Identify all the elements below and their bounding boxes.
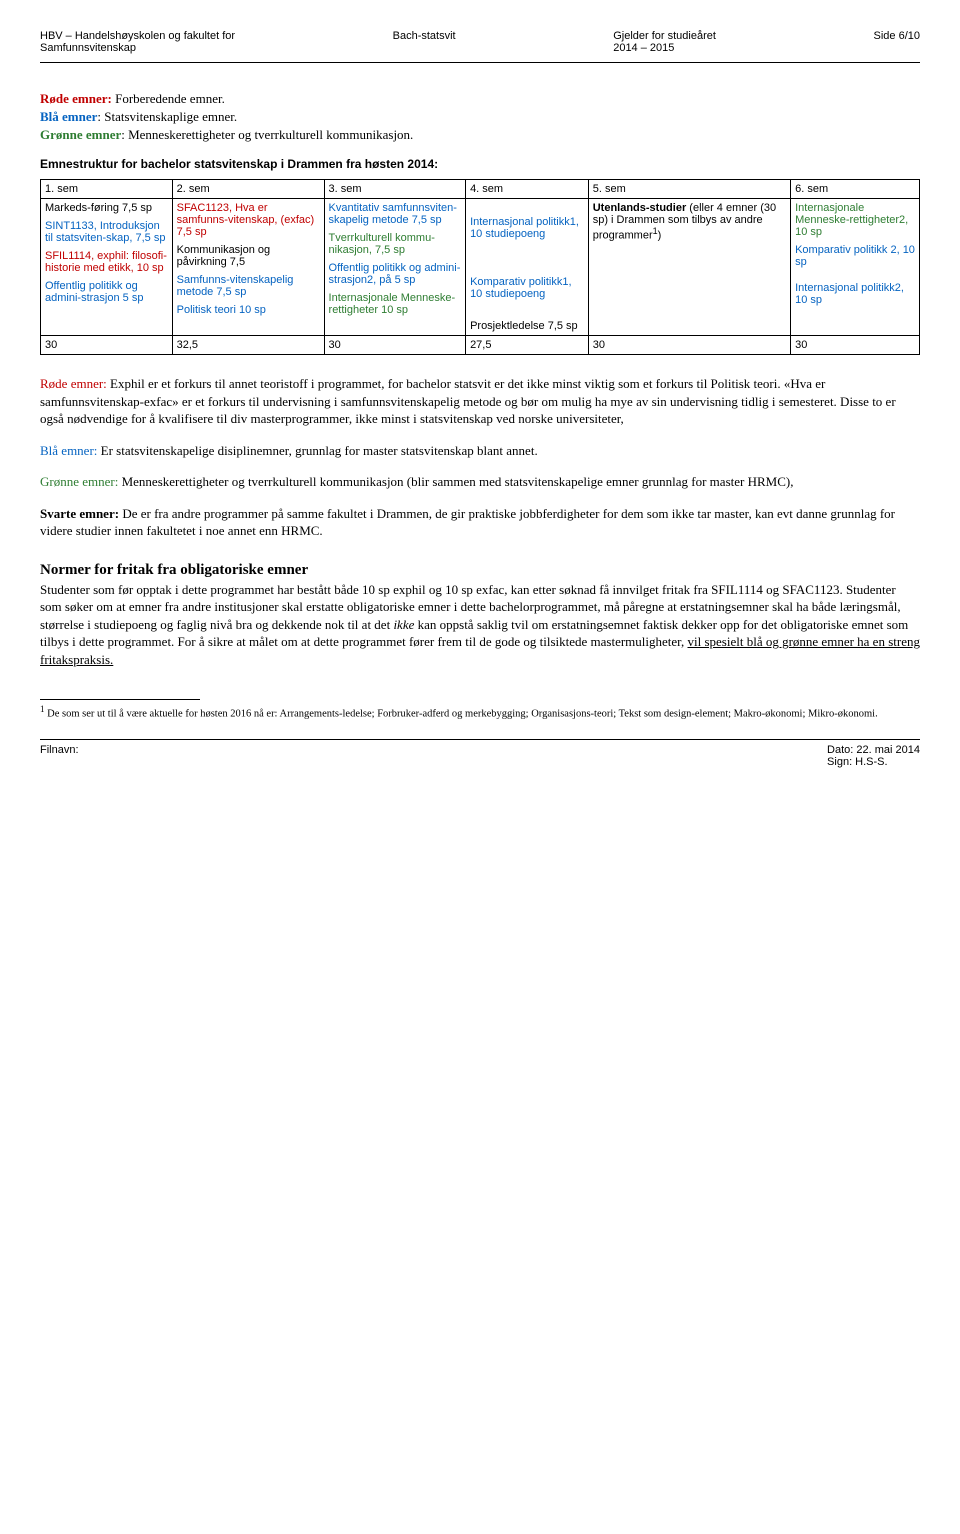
- structure-title: Emnestruktur for bachelor statsvitenskap…: [40, 157, 920, 171]
- legend-red-label: Røde emner:: [40, 91, 112, 106]
- c1c: SFIL1114, exphil: filosofi-historie med …: [45, 250, 168, 274]
- cell-sem3: Kvantitativ samfunnsviten-skapelig metod…: [324, 199, 466, 336]
- c4a: Internasjonal politikk1, 10 studiepoeng: [470, 216, 584, 240]
- cell-sem2: SFAC1123, Hva er samfunns-vitenskap, (ex…: [172, 199, 324, 336]
- page-header: HBV – Handelshøyskolen og fakultet for S…: [40, 30, 920, 54]
- c2b: Kommunikasjon og påvirkning 7,5: [177, 244, 320, 268]
- header-mid: Bach-statsvit: [393, 30, 456, 54]
- c1b: SINT1133, Introduksjon til statsviten-sk…: [45, 220, 168, 244]
- cell-sem4: Internasjonal politikk1, 10 studiepoeng …: [466, 199, 589, 336]
- footer-left: Filnavn:: [40, 744, 79, 768]
- table-body-row: Markeds-føring 7,5 sp SINT1133, Introduk…: [41, 199, 920, 336]
- para-green-lead: Grønne emner:: [40, 474, 122, 489]
- c6a: Internasjonale Menneske-rettigheter2, 10…: [795, 202, 915, 238]
- table-sum-row: 30 32,5 30 27,5 30 30: [41, 336, 920, 355]
- sum6: 30: [791, 336, 920, 355]
- c2a: SFAC1123, Hva er samfunns-vitenskap, (ex…: [177, 202, 320, 238]
- para-blue-body: Er statsvitenskapelige disiplinemner, gr…: [101, 443, 538, 458]
- c1d: Offentlig politikk og admini-strasjon 5 …: [45, 280, 168, 304]
- footer-right: Dato: 22. mai 2014 Sign: H.S-S.: [827, 744, 920, 768]
- th-sem3: 3. sem: [324, 180, 466, 199]
- normer-body: Studenter som før opptak i dette program…: [40, 581, 920, 669]
- sum1: 30: [41, 336, 173, 355]
- sum5: 30: [588, 336, 790, 355]
- c3a: Kvantitativ samfunnsviten-skapelig metod…: [329, 202, 462, 226]
- para-red-body: Exphil er et forkurs til annet teoristof…: [40, 376, 896, 426]
- c6c: Internasjonal politikk2, 10 sp: [795, 282, 915, 306]
- c2c: Samfunns-vitenskapelig metode 7,5 sp: [177, 274, 320, 298]
- legend-red-text: Forberedende emner.: [112, 91, 225, 106]
- legend-blue-label: Blå emner: [40, 109, 97, 124]
- normer-title: Normer for fritak fra obligatoriske emne…: [40, 562, 920, 579]
- c3b: Tverrkulturell kommu-nikasjon, 7,5 sp: [329, 232, 462, 256]
- c4c: Prosjektledelse 7,5 sp: [470, 320, 584, 332]
- c3c: Offentlig politikk og admini-strasjon2, …: [329, 262, 462, 286]
- cell-sem1: Markeds-føring 7,5 sp SINT1133, Introduk…: [41, 199, 173, 336]
- para-black-lead: Svarte emner:: [40, 506, 122, 521]
- footnote: 1 De som ser ut til å være aktuelle for …: [40, 704, 920, 720]
- legend-block: Røde emner: Forberedende emner. Blå emne…: [40, 91, 920, 143]
- c3d: Internasjonale Menneske-rettigheter 10 s…: [329, 292, 462, 316]
- legend-green-label: Grønne emner: [40, 127, 121, 142]
- para-green-body: Menneskerettigheter og tverrkulturell ko…: [122, 474, 794, 489]
- footnote-separator: [40, 699, 200, 700]
- th-sem1: 1. sem: [41, 180, 173, 199]
- footnote-text: De som ser ut til å være aktuelle for hø…: [45, 708, 878, 719]
- legend-green-text: : Menneskerettigheter og tverrkulturell …: [121, 127, 413, 142]
- footer-rule: [40, 739, 920, 740]
- table-header-row: 1. sem 2. sem 3. sem 4. sem 5. sem 6. se…: [41, 180, 920, 199]
- th-sem5: 5. sem: [588, 180, 790, 199]
- header-right2: Side 6/10: [874, 30, 920, 54]
- header-left: HBV – Handelshøyskolen og fakultet for S…: [40, 30, 235, 54]
- c6b: Komparativ politikk 2, 10 sp: [795, 244, 915, 268]
- para-red-lead: Røde emner:: [40, 376, 110, 391]
- th-sem2: 2. sem: [172, 180, 324, 199]
- c5a-close: ): [658, 230, 662, 242]
- course-table: 1. sem 2. sem 3. sem 4. sem 5. sem 6. se…: [40, 179, 920, 355]
- c1a: Markeds-føring 7,5 sp: [45, 202, 168, 214]
- cell-sem5: Utenlands-studier (eller 4 emner (30 sp)…: [588, 199, 790, 336]
- cell-sem6: Internasjonale Menneske-rettigheter2, 10…: [791, 199, 920, 336]
- c5a: Utenlands-studier (eller 4 emner (30 sp)…: [593, 202, 786, 242]
- header-right1: Gjelder for studieåret 2014 – 2015: [613, 30, 716, 54]
- th-sem4: 4. sem: [466, 180, 589, 199]
- header-rule: [40, 62, 920, 63]
- th-sem6: 6. sem: [791, 180, 920, 199]
- para-blue-lead: Blå emner:: [40, 443, 101, 458]
- sum3: 30: [324, 336, 466, 355]
- para-black-body: De er fra andre programmer på samme faku…: [40, 506, 895, 539]
- sum4: 27,5: [466, 336, 589, 355]
- para-green: Grønne emner: Menneskerettigheter og tve…: [40, 473, 920, 491]
- sum2: 32,5: [172, 336, 324, 355]
- para-black: Svarte emner: De er fra andre programmer…: [40, 505, 920, 540]
- c5a-label: Utenlands-studier: [593, 202, 687, 214]
- para-blue: Blå emner: Er statsvitenskapelige disipl…: [40, 442, 920, 460]
- c2d: Politisk teori 10 sp: [177, 304, 320, 316]
- c4b: Komparativ politikk1, 10 studiepoeng: [470, 276, 584, 300]
- normer-ikke: ikke: [393, 617, 414, 632]
- legend-blue-text: : Statsvitenskaplige emner.: [97, 109, 237, 124]
- para-red: Røde emner: Exphil er et forkurs til ann…: [40, 375, 920, 428]
- page-footer: Filnavn: Dato: 22. mai 2014 Sign: H.S-S.: [40, 744, 920, 768]
